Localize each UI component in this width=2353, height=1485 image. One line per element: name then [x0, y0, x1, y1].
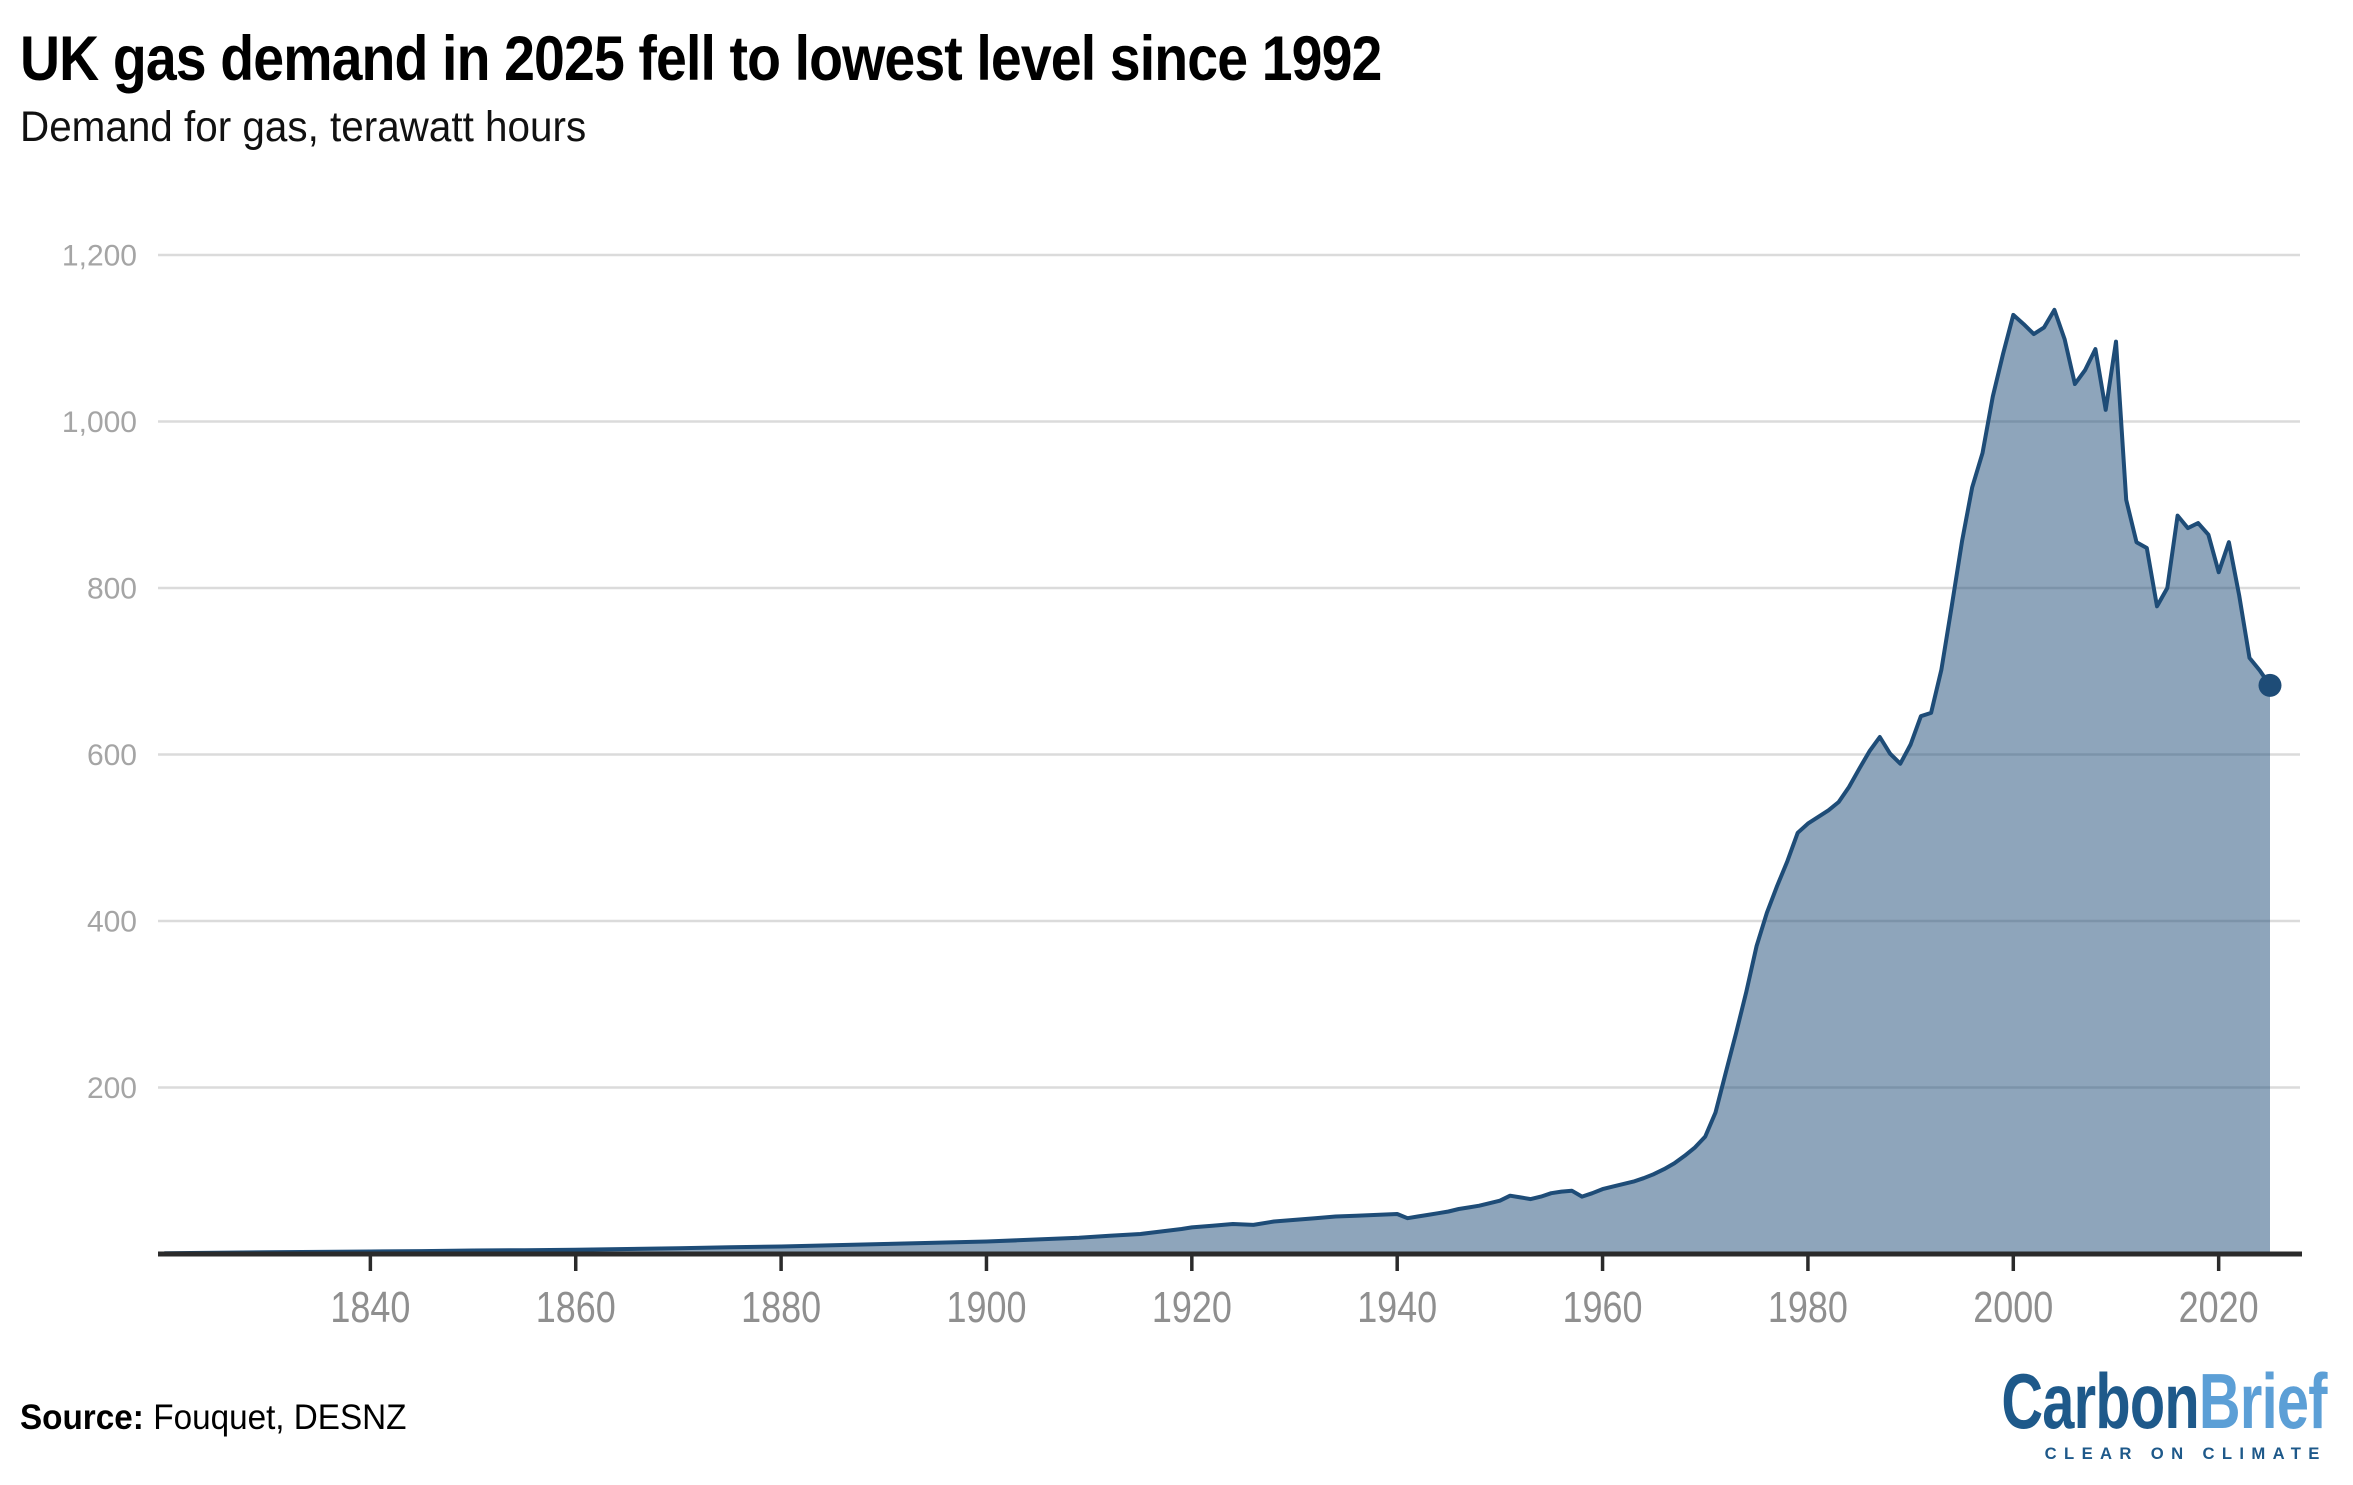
carbonbrief-logo: CarbonBrief CLEAR ON CLIMATE [1887, 1362, 2328, 1464]
source-text: Fouquet, DESNZ [153, 1398, 407, 1437]
y-axis-label: 400 [87, 906, 137, 939]
area-fill [165, 309, 2270, 1254]
x-axis-label: 1940 [1357, 1283, 1437, 1332]
end-point-dot [2258, 673, 2282, 697]
x-axis-label: 1840 [330, 1283, 410, 1332]
logo-carbon-text: Carbon [2001, 1357, 2200, 1445]
x-axis-label: 2020 [2179, 1283, 2259, 1332]
source-line: Source: Fouquet, DESNZ [20, 1398, 406, 1438]
carbonbrief-wordmark: CarbonBrief [2002, 1362, 2328, 1440]
y-axis-label: 1,000 [62, 406, 137, 439]
x-axis-label: 1880 [741, 1283, 821, 1332]
chart-title: UK gas demand in 2025 fell to lowest lev… [20, 24, 1382, 94]
y-axis-label: 200 [87, 1072, 137, 1105]
logo-tagline: CLEAR ON CLIMATE [2044, 1444, 2327, 1463]
y-axis-label: 600 [87, 739, 137, 772]
x-axis-label: 1960 [1563, 1283, 1643, 1332]
x-axis-label: 1900 [946, 1283, 1026, 1332]
x-axis-label: 2000 [1973, 1283, 2053, 1332]
chart-subtitle: Demand for gas, terawatt hours [20, 103, 587, 151]
y-axis-label: 1,200 [62, 240, 137, 273]
x-axis-label: 1860 [536, 1283, 616, 1332]
trend-line [163, 307, 2272, 1256]
y-axis-label: 800 [87, 573, 137, 606]
x-axis-label: 1980 [1768, 1283, 1848, 1332]
x-axis-label: 1920 [1152, 1283, 1232, 1332]
logo-brief-text: Brief [2199, 1357, 2328, 1445]
source-label: Source: [20, 1398, 144, 1437]
